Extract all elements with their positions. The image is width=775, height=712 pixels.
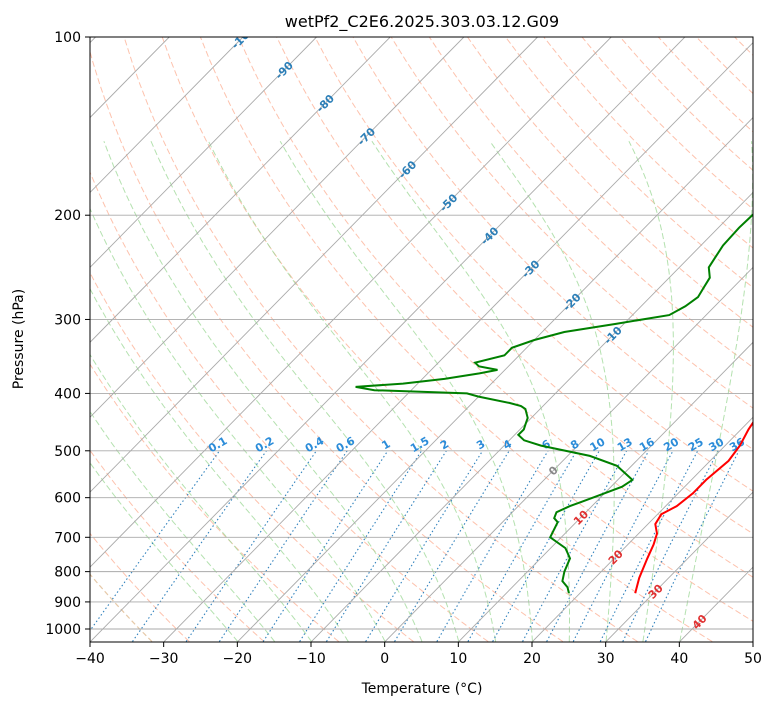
dry-adiabat: [0, 37, 189, 642]
mixing-ratio-line: [523, 451, 627, 642]
dry-adiabat: [162, 37, 712, 642]
x-tick-label: 20: [523, 651, 541, 667]
isotherm: [90, 37, 684, 642]
dry-adiabat: [239, 37, 775, 642]
isotherm: [0, 37, 317, 642]
mixing-ratio-line: [327, 451, 447, 642]
isotherm: [17, 37, 611, 642]
mixing-ratio-line: [600, 451, 697, 642]
isotherm: [0, 37, 538, 642]
y-tick-label: 900: [54, 595, 81, 611]
mixing-ratio-lines: [82, 451, 739, 642]
isotherm: [0, 37, 390, 642]
mixing-ratio-label: 0.2: [253, 434, 276, 455]
x-axis-ticks: −40 −30 −20 −10 0 10 20 30 40 50: [75, 642, 762, 667]
isotherms: [0, 37, 775, 642]
isotherm: [0, 37, 464, 642]
y-tick-label: 500: [54, 444, 81, 460]
isotherm: [238, 37, 775, 642]
x-tick-label: −40: [75, 651, 105, 667]
isotherm: [606, 37, 775, 642]
x-tick-label: 50: [744, 651, 762, 667]
y-tick-label: 300: [54, 312, 81, 328]
mixing-ratio-label: 30: [707, 435, 727, 454]
y-tick-label: 1000: [45, 622, 81, 638]
y-tick-label: 400: [54, 386, 81, 402]
y-tick-label: 800: [54, 565, 81, 581]
mixing-ratio-line: [219, 451, 347, 642]
dry-adiabat: [506, 37, 775, 642]
dry-adiabat: [10, 37, 414, 642]
dry-adiabat: [735, 37, 775, 642]
mixing-ratio-line: [366, 451, 483, 642]
mixing-ratio-label: 1: [380, 437, 393, 452]
isobars: [90, 37, 753, 629]
x-tick-label: 40: [670, 651, 688, 667]
plot-frame: [90, 37, 753, 642]
moist-adiabat: [0, 141, 275, 641]
mixing-ratio-label: 20: [661, 435, 681, 454]
mixing-ratio-line: [623, 451, 718, 642]
mixing-ratio-line: [493, 451, 600, 642]
isotherm: [311, 37, 775, 642]
mixing-ratio-label: 1.5: [408, 434, 431, 455]
y-tick-label: 100: [54, 30, 81, 46]
x-tick-label: −10: [296, 651, 326, 667]
moist-adiabat: [0, 141, 238, 641]
x-tick-label: −20: [223, 651, 253, 667]
mixing-ratio-label: 10: [588, 435, 608, 454]
dry-adiabat: [658, 37, 775, 642]
y-axis-label: Pressure (hPa): [11, 289, 27, 389]
dry-adiabat: [124, 37, 637, 642]
mixing-ratio-label: 8: [568, 437, 581, 452]
isotherm: [385, 37, 775, 642]
mixing-ratio-label: 16: [637, 435, 657, 454]
y-tick-label: 600: [54, 491, 81, 507]
dry-adiabat: [0, 37, 264, 642]
profile-series: [356, 37, 775, 593]
x-tick-label: 0: [380, 651, 389, 667]
mixing-ratio-line: [437, 451, 548, 642]
mixing-ratio-line: [395, 451, 510, 642]
x-tick-label: 30: [597, 651, 615, 667]
mixing-ratio-line: [573, 451, 673, 642]
isotherm: [0, 37, 243, 642]
moist-adiabats: [0, 141, 753, 641]
y-tick-label: 700: [54, 530, 81, 546]
isotherm: [680, 37, 775, 642]
background-curve: [0, 37, 62, 642]
x-tick-label: 10: [449, 651, 467, 667]
y-axis-ticks: 100 200 300 400 500 600 700 800 900 1000: [45, 30, 90, 638]
x-tick-label: −30: [149, 651, 179, 667]
dry-adiabat: [696, 37, 775, 642]
moist-adiabat: [629, 141, 674, 641]
mixing-ratio-line: [300, 451, 422, 642]
x-axis-label: Temperature (°C): [361, 681, 483, 697]
isotherm: [164, 37, 758, 642]
mixing-ratio-label: 2: [438, 437, 451, 452]
mixing-ratio-label: 25: [686, 435, 706, 454]
mixing-ratio-label: 0.6: [334, 434, 358, 455]
moist-adiabat: [209, 141, 496, 641]
y-tick-label: 200: [54, 208, 81, 224]
dewpoint-line: [356, 37, 775, 593]
mixing-ratio-label: 0.1: [206, 434, 229, 455]
mixing-ratio-label: 0.4: [303, 434, 327, 455]
dry-adiabat: [544, 37, 775, 642]
mixing-ratio-line: [133, 451, 267, 642]
moist-adiabat: [680, 141, 753, 641]
isotherm: [532, 37, 775, 642]
chart-title: wetPf2_C2E6.2025.303.03.12.G09: [285, 12, 559, 32]
dry-adiabat: [0, 37, 339, 642]
dry-adiabat: [277, 37, 775, 642]
isotherm: [753, 37, 775, 642]
